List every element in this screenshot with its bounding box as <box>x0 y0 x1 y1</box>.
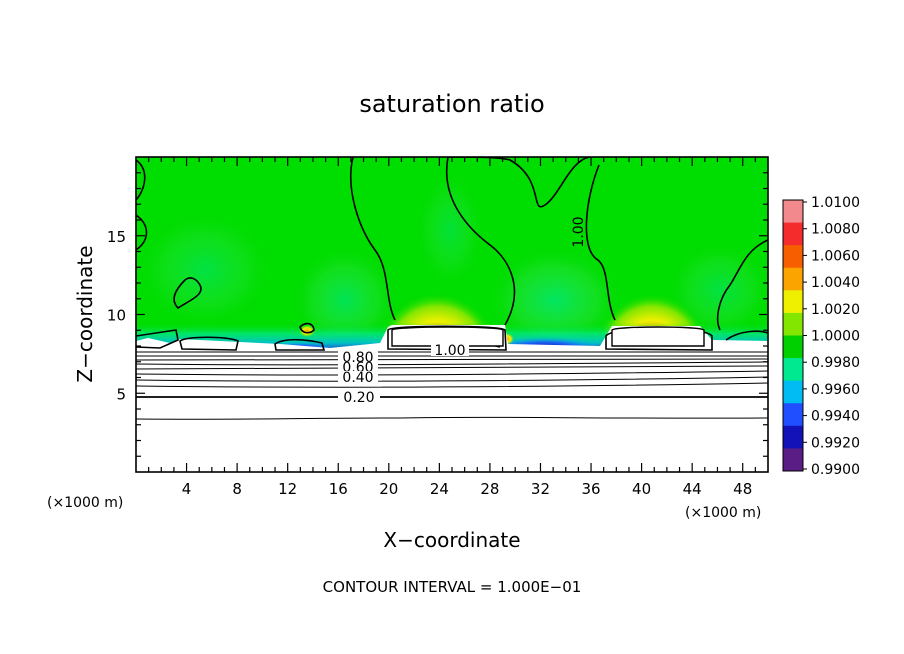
colorbar-tick-label: 0.9960 <box>811 382 860 398</box>
colorbar-tick-label: 1.0080 <box>811 222 860 238</box>
colorbar-swatch <box>783 245 803 269</box>
chart-title: saturation ratio <box>359 90 544 118</box>
x-tick-label: 48 <box>733 480 752 498</box>
colorbar-tick-label: 1.0000 <box>811 329 860 345</box>
colorbar-swatch <box>783 267 803 291</box>
colorbar-tick-label: 1.0060 <box>811 248 860 264</box>
y-axis-title: Z−coordinate <box>73 245 97 382</box>
x-axis-title: X−coordinate <box>383 528 520 552</box>
y-tick-label: 10 <box>107 307 126 325</box>
x-tick-label: 8 <box>232 480 242 498</box>
colorbar-swatch <box>783 403 803 427</box>
colorbar-tick-label: 1.0040 <box>811 275 860 291</box>
x-tick-label: 24 <box>430 480 449 498</box>
y-unit-label: (×1000 m) <box>47 495 123 511</box>
colorbar-swatch <box>783 222 803 246</box>
x-tick-label: 12 <box>278 480 297 498</box>
colorbar-tick-label: 0.9980 <box>811 355 860 371</box>
colorbar-tick-label: 1.0020 <box>811 302 860 318</box>
colorbar-tick-label: 0.9940 <box>811 409 860 425</box>
orography <box>391 326 705 347</box>
x-tick-label: 40 <box>632 480 651 498</box>
x-tick-label: 36 <box>581 480 600 498</box>
colorbar-swatch <box>783 290 803 314</box>
colorbar-tick-label: 0.9920 <box>811 435 860 451</box>
contour-1-00 <box>136 157 768 351</box>
colorbar-tick-label: 0.9900 <box>811 462 860 478</box>
contour-label: 1.00 <box>434 343 465 359</box>
y-tick-label: 15 <box>107 228 126 246</box>
x-tick-label: 16 <box>329 480 348 498</box>
colorbar-swatch <box>783 425 803 449</box>
x-axis: 4 8 12 16 20 24 28 32 36 40 44 48 <box>148 157 756 498</box>
plot-area <box>136 157 768 472</box>
y-axis: 5 10 15 <box>107 172 768 457</box>
field-cyan-region <box>136 210 275 330</box>
x-tick-label: 28 <box>480 480 499 498</box>
contour-interval-note: CONTOUR INTERVAL = 1.000E−01 <box>323 578 582 596</box>
y-tick-label: 5 <box>116 385 126 403</box>
colorbar-swatch <box>783 358 803 382</box>
contour-label: 0.40 <box>342 370 373 386</box>
x-tick-label: 32 <box>531 480 550 498</box>
x-tick-label: 44 <box>683 480 702 498</box>
colorbar-swatch <box>783 200 803 224</box>
colorbar-swatch <box>783 312 803 336</box>
colorbar-swatch <box>783 335 803 359</box>
contour-label: 0.20 <box>343 390 374 406</box>
colorbar-tick-label: 1.0100 <box>811 195 860 211</box>
colorbar: 1.0100 1.0080 1.0060 1.0040 1.0020 1.0000 0.99… <box>782 195 860 478</box>
small-warm-blob <box>299 325 315 337</box>
x-unit-label: (×1000 m) <box>685 505 761 521</box>
x-tick-label: 4 <box>182 480 192 498</box>
colorbar-swatch <box>783 448 803 472</box>
colorbar-swatch <box>783 380 803 404</box>
lower-white-region <box>136 325 768 472</box>
x-tick-label: 20 <box>379 480 398 498</box>
contour-labels: 1.00 1.00 0.80 0.60 0.40 0.20 <box>338 216 587 406</box>
contour-label: 1.00 <box>571 216 587 247</box>
